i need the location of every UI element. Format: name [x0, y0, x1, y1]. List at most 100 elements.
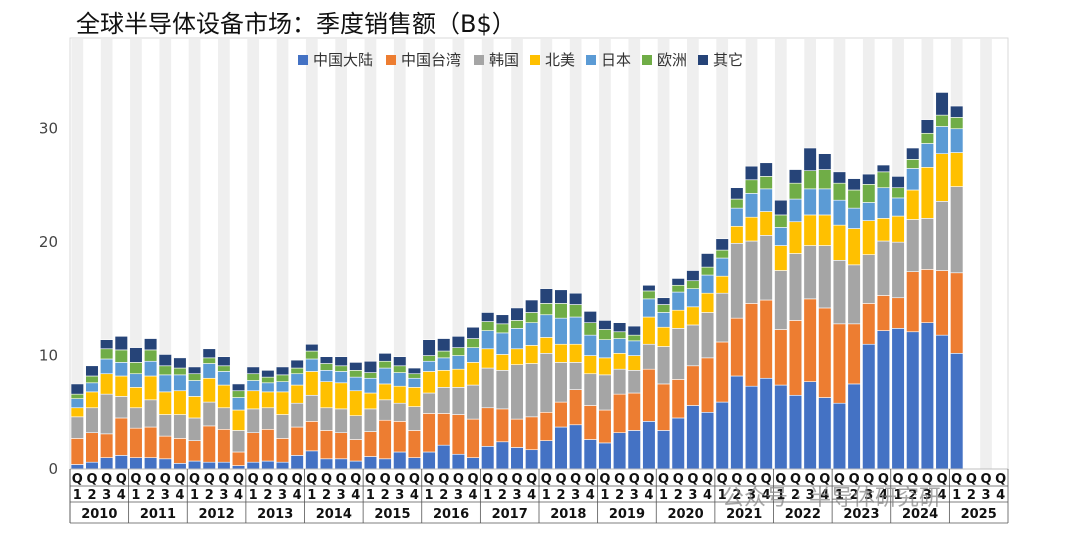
quarter-label-number: 3 — [806, 488, 815, 503]
quarter-label-prefix: Q — [189, 472, 200, 487]
bar-segment — [261, 382, 275, 393]
legend-label: 欧洲 — [657, 51, 687, 69]
bar-segment — [393, 356, 407, 367]
bar-segment — [950, 353, 964, 470]
bar-segment — [466, 384, 480, 420]
bar-segment — [510, 364, 524, 420]
bar-segment — [950, 128, 964, 153]
bar-segment — [495, 441, 509, 470]
year-label: 2025 — [961, 507, 997, 522]
bar-segment — [231, 451, 246, 466]
bar-segment — [818, 214, 832, 246]
background-stripe — [628, 39, 641, 469]
bar-segment — [158, 435, 172, 460]
bar-segment — [803, 188, 817, 216]
bar-segment — [319, 407, 334, 431]
bar-segment — [920, 119, 934, 134]
quarter-label-prefix: Q — [761, 472, 772, 487]
bar-segment — [832, 224, 847, 261]
quarter-label-prefix: Q — [394, 472, 405, 487]
bar-segment — [920, 218, 934, 270]
bar-segment — [891, 197, 905, 217]
bar-segment — [920, 269, 934, 323]
quarter-label-prefix: Q — [849, 472, 860, 487]
quarter-label-prefix: Q — [321, 472, 332, 487]
bar-segment — [539, 314, 553, 338]
bar-segment — [437, 370, 451, 388]
bar-segment — [70, 383, 84, 395]
bar-segment — [847, 264, 861, 325]
bar-segment — [730, 225, 744, 244]
bar-segment — [437, 444, 451, 470]
bar-segment — [231, 430, 246, 453]
bar-segment — [656, 312, 671, 328]
legend-label: 其它 — [713, 51, 743, 69]
bar-segment — [481, 321, 495, 331]
bar-segment — [774, 384, 788, 470]
bar-segment — [275, 438, 290, 463]
bar-segment — [656, 326, 671, 347]
y-tick-label: 0 — [48, 460, 58, 478]
bar-segment — [246, 408, 260, 434]
bar-segment — [935, 92, 949, 116]
bar-segment — [569, 389, 583, 426]
bar-segment — [686, 405, 700, 470]
bar-segment — [759, 188, 773, 212]
quarter-label-prefix: Q — [116, 472, 127, 487]
bar-segment — [144, 399, 158, 428]
bar-segment — [700, 253, 715, 268]
quarter-label-number: 1 — [483, 488, 492, 503]
bar-segment — [891, 241, 905, 299]
bar-segment — [510, 447, 524, 470]
bar-segment — [173, 367, 187, 376]
background-stripe — [423, 39, 435, 469]
bar-segment — [935, 153, 949, 202]
bar-segment — [407, 373, 422, 379]
bar-segment — [686, 365, 700, 406]
background-stripe — [452, 39, 465, 469]
quarter-label-prefix: Q — [86, 472, 97, 487]
bar-segment — [876, 164, 891, 173]
bar-segment — [627, 392, 641, 431]
bar-segment — [466, 418, 480, 458]
bar-segment — [261, 407, 275, 430]
quarter-label-number: 3 — [102, 488, 111, 503]
quarter-label-prefix: Q — [145, 472, 156, 487]
bar-segment — [583, 439, 597, 470]
bar-segment — [876, 295, 891, 331]
background-stripe — [687, 39, 699, 469]
bar-segment — [715, 249, 729, 259]
quarter-label-prefix: Q — [717, 472, 728, 487]
bar-segment — [788, 394, 803, 470]
quarter-label-prefix: Q — [453, 472, 464, 487]
bar-segment — [363, 431, 378, 457]
legend-swatch — [530, 55, 540, 65]
bar-segment — [217, 429, 231, 463]
year-label: 2014 — [316, 507, 352, 522]
legend-swatch — [474, 55, 484, 65]
bar-segment — [671, 328, 685, 380]
bar-segment — [349, 370, 363, 378]
bar-segment — [305, 450, 319, 470]
bar-segment — [539, 411, 553, 441]
bar-segment — [451, 368, 465, 388]
quarter-label-prefix: Q — [526, 472, 537, 487]
legend-swatch — [298, 55, 308, 65]
bar-segment — [876, 240, 891, 296]
quarter-label-prefix: Q — [658, 472, 669, 487]
year-label: 2013 — [257, 507, 293, 522]
quarter-label-number: 1 — [776, 488, 785, 503]
bar-segment — [466, 347, 480, 363]
bar-segment — [671, 417, 685, 470]
quarter-label-number: 3 — [219, 488, 228, 503]
bar-segment — [437, 338, 451, 352]
bar-segment — [422, 451, 436, 470]
bar-segment — [627, 325, 641, 336]
bar-segment — [715, 257, 729, 277]
quarter-label-number: 1 — [718, 488, 727, 503]
bar-segment — [803, 381, 817, 470]
bar-segment — [627, 430, 641, 470]
bar-segment — [349, 460, 363, 470]
bar-segment — [481, 407, 495, 447]
bar-segment — [876, 330, 891, 470]
